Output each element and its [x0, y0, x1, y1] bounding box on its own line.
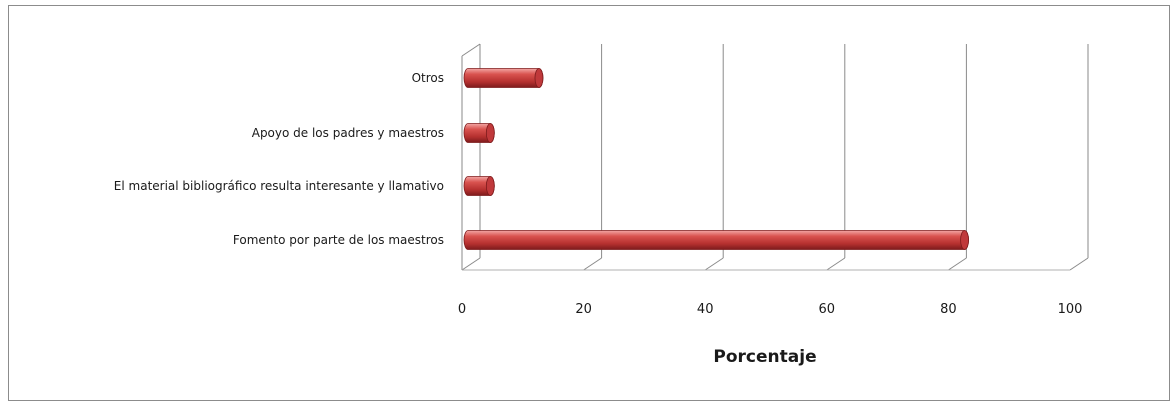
x-tick-label: 60	[819, 302, 836, 317]
bar-body	[463, 230, 969, 250]
category-label: El material bibliográfico resulta intere…	[114, 179, 444, 193]
x-tick-label: 40	[697, 302, 714, 317]
x-tick-label: 0	[458, 302, 466, 317]
x-tick-label: 80	[940, 302, 957, 317]
category-label: Fomento por parte de los maestros	[233, 233, 444, 247]
x-tick-label: 100	[1058, 302, 1083, 317]
bar	[463, 230, 969, 250]
floor-edge	[948, 257, 967, 271]
floor-edge	[461, 257, 481, 271]
bar-cap	[485, 176, 495, 196]
bar-cap	[485, 123, 495, 143]
category-label: Apoyo de los padres y maestros	[252, 126, 444, 140]
floor-edge	[1069, 257, 1089, 271]
bars	[463, 68, 969, 250]
category-label: Otros	[412, 71, 444, 85]
bar	[463, 176, 495, 196]
left-wall-top	[461, 43, 481, 57]
category-labels: Otros Apoyo de los padres y maestros El ma…	[114, 71, 444, 247]
x-axis-title: Porcentaje	[713, 347, 816, 367]
bar-body	[463, 68, 544, 88]
chart-frame	[8, 5, 1170, 401]
floor-edge	[583, 257, 602, 271]
bar	[463, 68, 544, 88]
bar-cap	[960, 230, 969, 250]
bar	[463, 123, 495, 143]
bar-cap	[534, 68, 544, 88]
floor-edge	[704, 257, 724, 271]
x-tick-label: 20	[575, 302, 592, 317]
x-tick-labels: 0 20 40 60 80 100	[458, 302, 1083, 317]
floor-edge	[826, 257, 846, 271]
